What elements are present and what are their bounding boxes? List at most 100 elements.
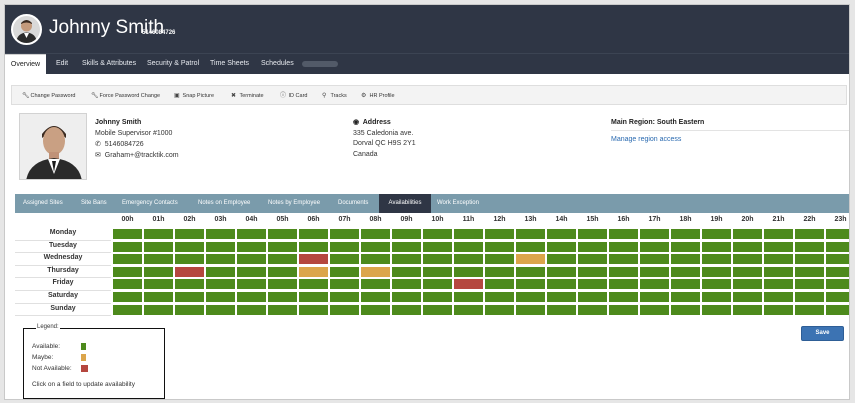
availability-cell[interactable] — [268, 254, 297, 265]
availability-cell[interactable] — [206, 229, 235, 239]
availability-cell[interactable] — [733, 241, 762, 252]
availability-cell[interactable] — [826, 241, 849, 252]
subtab-site-bans[interactable]: Site Bans — [81, 200, 107, 206]
tab-overview[interactable]: Overview — [5, 54, 46, 75]
availability-cell[interactable] — [299, 304, 328, 315]
availability-cell[interactable] — [175, 292, 204, 302]
availability-cell[interactable] — [547, 279, 576, 290]
availability-cell[interactable] — [547, 292, 576, 302]
availability-cell[interactable] — [485, 229, 514, 239]
availability-cell[interactable] — [485, 266, 514, 277]
availability-cell[interactable] — [702, 292, 731, 302]
availability-cell[interactable] — [485, 304, 514, 315]
availability-cell[interactable] — [609, 241, 638, 252]
availability-cell[interactable] — [609, 304, 638, 315]
availability-cell[interactable] — [423, 254, 452, 265]
availability-cell[interactable] — [516, 304, 545, 315]
tab-edit[interactable]: Edit — [56, 60, 69, 67]
availability-cell[interactable] — [764, 241, 793, 252]
availability-cell[interactable] — [113, 279, 142, 290]
availability-cell[interactable] — [113, 292, 142, 302]
availability-cell[interactable] — [671, 229, 700, 239]
availability-cell[interactable] — [423, 292, 452, 302]
subtab-work-exception[interactable]: Work Exception — [437, 200, 479, 206]
availability-cell[interactable] — [330, 241, 359, 252]
availability-cell[interactable] — [175, 229, 204, 239]
availability-cell[interactable] — [237, 254, 266, 265]
availability-cell[interactable] — [454, 241, 483, 252]
availability-cell[interactable] — [485, 279, 514, 290]
availability-cell[interactable] — [640, 266, 669, 277]
availability-cell[interactable] — [826, 266, 849, 277]
availability-cell[interactable] — [392, 266, 421, 277]
availability-cell[interactable] — [268, 241, 297, 252]
availability-cell[interactable] — [361, 304, 390, 315]
availability-cell[interactable] — [547, 241, 576, 252]
availability-cell[interactable] — [330, 229, 359, 239]
subtab-assigned-sites[interactable]: Assigned Sites — [23, 200, 63, 206]
availability-cell[interactable] — [113, 254, 142, 265]
availability-cell[interactable] — [299, 229, 328, 239]
availability-cell[interactable] — [578, 266, 607, 277]
availability-cell[interactable] — [702, 241, 731, 252]
availability-cell[interactable] — [144, 229, 173, 239]
availability-cell[interactable] — [826, 292, 849, 302]
availability-cell[interactable] — [733, 229, 762, 239]
availability-cell[interactable] — [578, 304, 607, 315]
availability-cell[interactable] — [175, 241, 204, 252]
availability-cell[interactable] — [671, 279, 700, 290]
availability-cell[interactable] — [826, 254, 849, 265]
availability-cell[interactable] — [361, 229, 390, 239]
availability-cell[interactable] — [392, 304, 421, 315]
availability-cell[interactable] — [423, 304, 452, 315]
availability-cell[interactable] — [702, 266, 731, 277]
availability-cell[interactable] — [144, 241, 173, 252]
availability-cell[interactable] — [733, 279, 762, 290]
availability-cell[interactable] — [206, 266, 235, 277]
availability-cell[interactable] — [299, 266, 328, 277]
availability-cell[interactable] — [454, 304, 483, 315]
availability-cell[interactable] — [764, 292, 793, 302]
availability-cell[interactable] — [175, 304, 204, 315]
availability-cell[interactable] — [361, 266, 390, 277]
availability-cell[interactable] — [671, 304, 700, 315]
tracks-button[interactable]: ⚲ Tracks — [322, 90, 347, 102]
availability-cell[interactable] — [640, 279, 669, 290]
availability-cell[interactable] — [392, 229, 421, 239]
availability-cell[interactable] — [175, 279, 204, 290]
availability-cell[interactable] — [144, 304, 173, 315]
availability-cell[interactable] — [392, 292, 421, 302]
availability-cell[interactable] — [795, 292, 824, 302]
availability-cell[interactable] — [609, 266, 638, 277]
subtab-notes-on-employee[interactable]: Notes on Employee — [198, 200, 251, 206]
availability-cell[interactable] — [392, 254, 421, 265]
availability-cell[interactable] — [330, 266, 359, 277]
availability-cell[interactable] — [764, 304, 793, 315]
availability-cell[interactable] — [237, 229, 266, 239]
availability-cell[interactable] — [547, 254, 576, 265]
availability-cell[interactable] — [361, 241, 390, 252]
tab-schedules[interactable]: Schedules — [261, 60, 294, 67]
availability-cell[interactable] — [578, 241, 607, 252]
availability-cell[interactable] — [299, 279, 328, 290]
availability-cell[interactable] — [330, 254, 359, 265]
availability-cell[interactable] — [671, 254, 700, 265]
availability-cell[interactable] — [516, 254, 545, 265]
availability-cell[interactable] — [795, 304, 824, 315]
availability-cell[interactable] — [702, 304, 731, 315]
availability-cell[interactable] — [237, 292, 266, 302]
availability-cell[interactable] — [795, 266, 824, 277]
availability-cell[interactable] — [795, 254, 824, 265]
availability-cell[interactable] — [299, 241, 328, 252]
save-button[interactable]: Save — [801, 326, 844, 341]
availability-cell[interactable] — [671, 292, 700, 302]
availability-cell[interactable] — [640, 254, 669, 265]
availability-cell[interactable] — [299, 254, 328, 265]
availability-cell[interactable] — [609, 279, 638, 290]
availability-cell[interactable] — [454, 254, 483, 265]
tab-time-sheets[interactable]: Time Sheets — [210, 60, 250, 67]
subtab-documents[interactable]: Documents — [338, 200, 369, 206]
availability-cell[interactable] — [578, 292, 607, 302]
availability-cell[interactable] — [144, 279, 173, 290]
availability-cell[interactable] — [485, 241, 514, 252]
